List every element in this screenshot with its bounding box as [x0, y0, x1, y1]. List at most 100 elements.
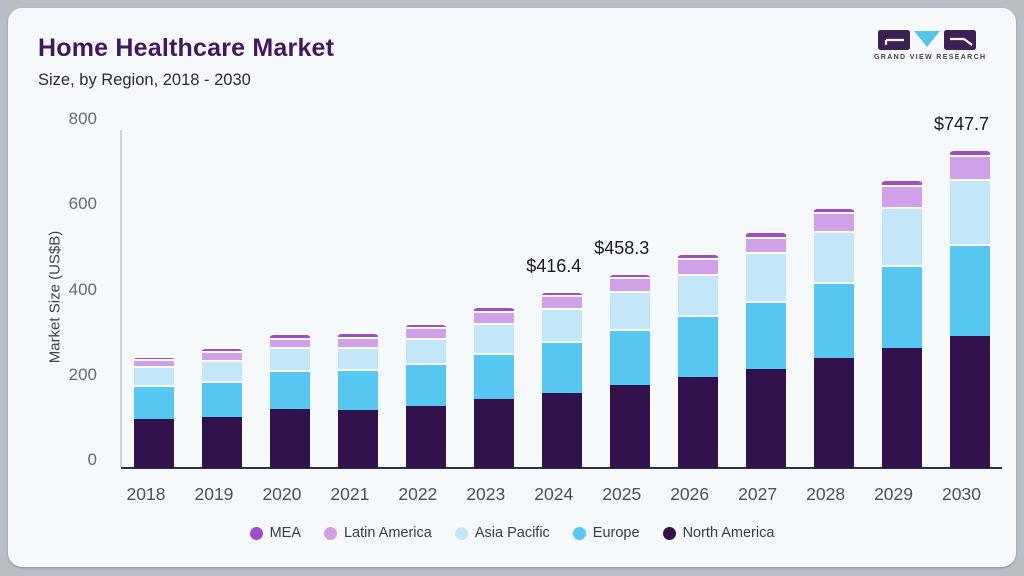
bar-segment-mea: [201, 347, 242, 351]
bar-segment-europe: [677, 315, 718, 378]
x-tick-label: 2022: [398, 484, 438, 504]
bar-segment-latin-america: [949, 154, 990, 180]
bar-segment-latin-america: [609, 276, 650, 292]
legend-item-asia-pacific: Asia Pacific: [454, 525, 550, 541]
x-axis-line: [121, 467, 1002, 469]
legend-label: Latin America: [343, 525, 432, 541]
x-tick-label: 2018: [126, 484, 166, 504]
bar-segment-europe: [201, 380, 242, 417]
stacked-bar-2023: [473, 306, 514, 468]
legend-item-north-america: North America: [662, 525, 775, 541]
grand-view-research-logo: GRAND VIEW RESEARCH: [874, 30, 987, 61]
y-axis-line: [120, 130, 122, 468]
bar-segment-asia-pacific: [609, 291, 650, 329]
bar-segment-north-america: [405, 405, 446, 468]
bar-segment-asia-pacific: [405, 337, 446, 364]
bar-segment-mea: [473, 306, 514, 312]
bar-segment-north-america: [881, 348, 922, 468]
stacked-bar-2030: [949, 149, 990, 468]
bar-segment-latin-america: [881, 185, 922, 207]
bar-segment-asia-pacific: [473, 323, 514, 353]
bar-segment-europe: [337, 369, 378, 410]
x-tick-label: 2029: [874, 484, 914, 504]
bar-segment-mea: [949, 149, 990, 155]
x-tick-label: 2019: [194, 484, 234, 504]
value-label-2024: $416.4: [526, 255, 582, 276]
bar-segment-europe: [541, 340, 582, 394]
stacked-bar-2022: [405, 322, 446, 468]
bar-segment-asia-pacific: [745, 252, 786, 301]
bar-segment-latin-america: [813, 212, 854, 231]
bar-segment-latin-america: [541, 294, 582, 309]
bar-segment-latin-america: [134, 359, 174, 367]
value-label-2030: $747.7: [933, 114, 990, 135]
bar-segment-mea: [541, 290, 582, 295]
legend-item-latin-america: Latin America: [323, 525, 432, 541]
value-label-2025: $458.3: [594, 237, 650, 258]
bar-segment-latin-america: [269, 337, 310, 348]
stacked-bar-2019: [201, 347, 242, 468]
stacked-bar-2021: [337, 332, 378, 468]
y-tick-label: 800: [68, 109, 97, 128]
bar-segment-mea: [609, 272, 650, 277]
bar-segment-north-america: [949, 336, 990, 468]
x-tick-label: 2027: [738, 484, 778, 504]
chart-title: Home Healthcare Market: [38, 34, 335, 62]
bar-segment-asia-pacific: [201, 359, 242, 381]
chart-subtitle: Size, by Region, 2018 - 2030: [38, 71, 251, 89]
bar-segment-north-america: [134, 418, 174, 468]
bar-segment-europe: [813, 282, 854, 359]
bar-segment-asia-pacific: [881, 206, 922, 265]
x-tick-label: 2030: [942, 484, 981, 504]
logo-wordmark: GRAND VIEW RESEARCH: [874, 54, 987, 61]
stacked-bar-2026: [677, 252, 718, 468]
bar-segment-latin-america: [677, 257, 718, 274]
stacked-bar-2028: [813, 206, 854, 468]
bar-segment-mea: [881, 179, 922, 186]
bar-segment-mea: [745, 231, 786, 237]
bar-segment-latin-america: [473, 311, 514, 324]
legend-dot-icon: [454, 526, 468, 540]
legend-label: Asia Pacific: [474, 525, 550, 541]
plot-area: [120, 127, 1002, 469]
bar-segment-latin-america: [405, 326, 446, 338]
legend-item-mea: MEA: [249, 525, 301, 541]
legend-dot-icon: [572, 526, 586, 540]
bar-segment-europe: [473, 352, 514, 399]
y-tick-label: 0: [87, 450, 97, 469]
bar-segment-europe: [134, 385, 174, 419]
bar-segment-asia-pacific: [337, 347, 378, 370]
bar-segment-north-america: [609, 385, 650, 468]
legend-dot-icon: [323, 526, 337, 540]
stacked-bar-2025: [609, 272, 650, 468]
bar-segment-north-america: [269, 408, 310, 468]
legend: MEA Latin America Asia Pacific Europe North …: [8, 525, 1016, 541]
stacked-bar-2020: [269, 333, 310, 468]
bar-segment-europe: [949, 243, 990, 336]
legend-item-europe: Europe: [572, 525, 640, 541]
bar-segment-europe: [405, 363, 446, 406]
x-tick-label: 2025: [602, 484, 642, 504]
bar-segment-europe: [881, 264, 922, 349]
bar-segment-asia-pacific: [134, 366, 174, 386]
legend-label: North America: [682, 525, 775, 541]
legend-label: MEA: [269, 525, 301, 541]
bar-segment-mea: [813, 206, 854, 213]
legend-label: Europe: [592, 525, 640, 541]
x-tick-label: 2028: [806, 484, 846, 504]
bar-segment-europe: [269, 369, 310, 409]
bar-segment-north-america: [541, 393, 582, 468]
bar-segment-north-america: [201, 416, 242, 468]
stacked-bar-2024: [541, 290, 582, 468]
bar-segment-mea: [337, 332, 378, 337]
bar-segment-north-america: [473, 398, 514, 468]
bar-segment-mea: [134, 355, 174, 360]
bar-segment-asia-pacific: [949, 179, 990, 244]
stacked-bar-2018: [134, 355, 174, 468]
bar-segment-asia-pacific: [813, 230, 854, 283]
chart-card: Home Healthcare Market Size, by Region, …: [8, 8, 1016, 567]
x-tick-label: 2026: [670, 484, 710, 504]
bar-segment-latin-america: [201, 350, 242, 360]
y-tick-label: 200: [68, 364, 97, 384]
bar-segment-north-america: [337, 409, 378, 468]
